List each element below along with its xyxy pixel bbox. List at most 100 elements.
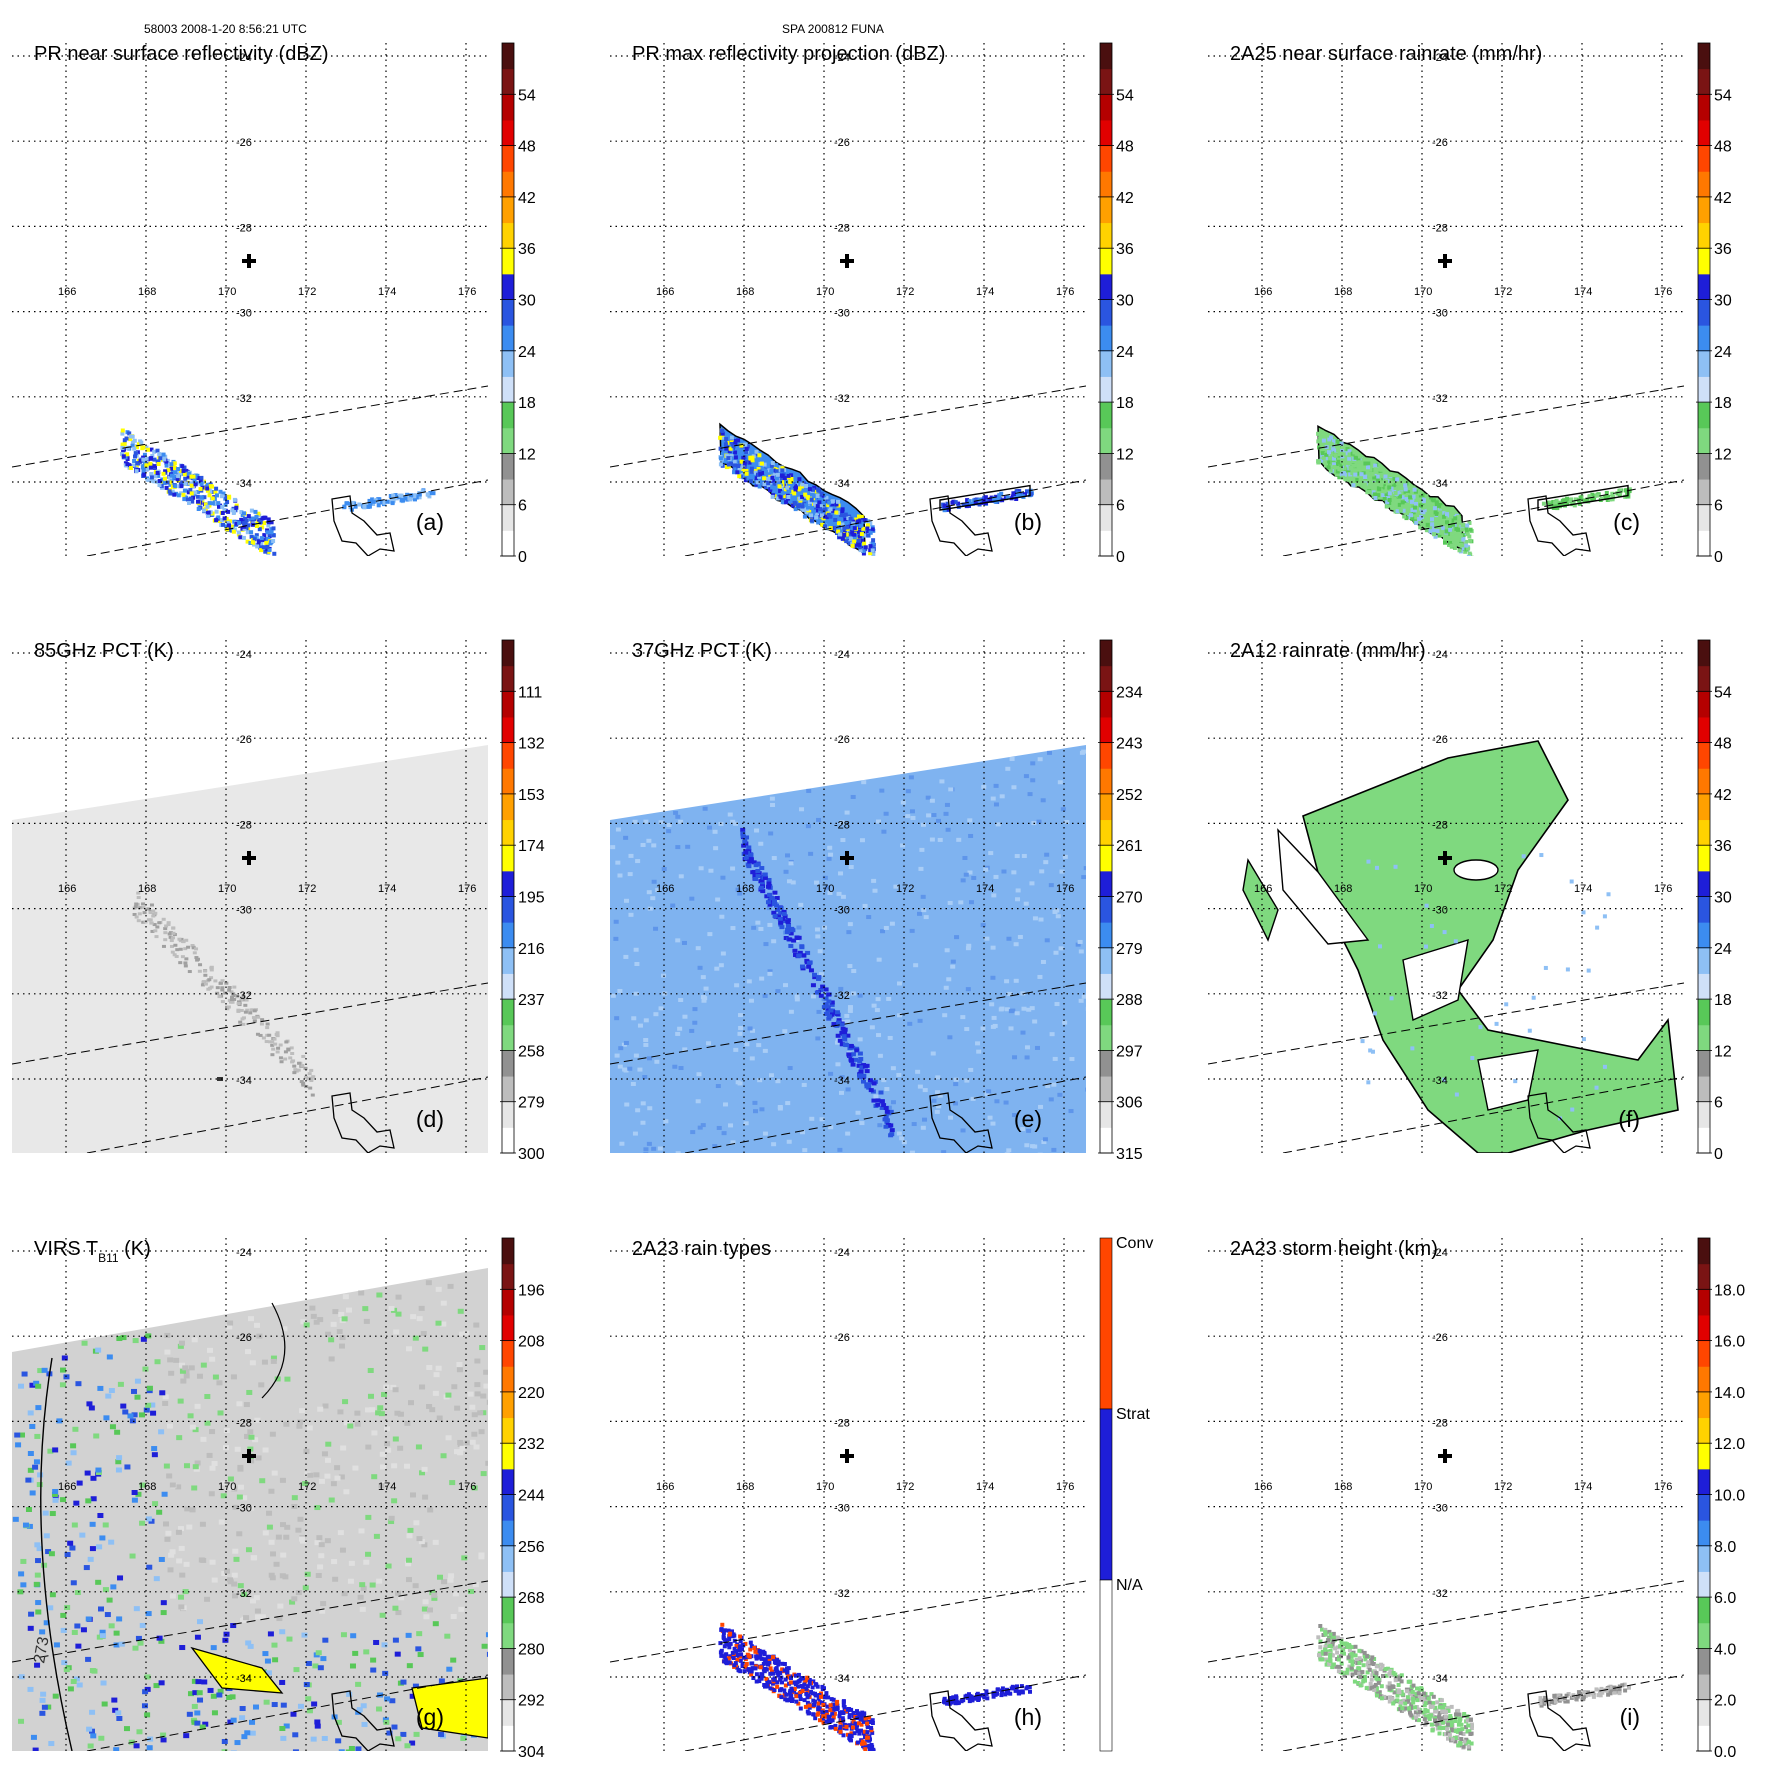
virs-pixel — [395, 1610, 402, 1616]
rain-pixel — [250, 516, 255, 521]
colorbar-segment — [502, 999, 514, 1026]
virs-pixel — [227, 1476, 234, 1482]
pct-pixel — [261, 1036, 266, 1040]
rain-pixel — [764, 1676, 769, 1681]
rain-pixel — [1337, 475, 1342, 480]
pct-pixel — [824, 1011, 830, 1016]
virs-pixel — [459, 1445, 466, 1451]
colorbar-segment — [502, 248, 514, 275]
rain-pixel — [226, 509, 231, 514]
colorbar-tick: 54 — [518, 87, 536, 104]
pct-pixel — [141, 920, 146, 924]
rain-pixel — [1467, 534, 1472, 539]
pct-pixel — [836, 1020, 842, 1025]
rain-pixel — [804, 510, 809, 515]
rain-pixel — [735, 470, 740, 475]
colorbar-segment — [502, 1289, 514, 1316]
rain-pixel — [1328, 1649, 1333, 1653]
virs-pixel — [436, 1415, 443, 1421]
rain-pixel — [1332, 439, 1336, 444]
pct-pixel — [756, 1043, 762, 1048]
virs-pixel — [392, 1436, 399, 1442]
virs-pixel — [348, 1745, 355, 1751]
rain-pixel — [413, 497, 417, 502]
rain-pixel — [1351, 483, 1356, 488]
virs-pixel — [196, 1619, 203, 1625]
virs-pixel — [160, 1600, 167, 1606]
virs-pixel — [449, 1480, 456, 1486]
panel-letter: (h) — [1014, 1704, 1042, 1730]
rain-pixel — [1456, 1708, 1461, 1713]
pct-pixel — [849, 1058, 855, 1063]
rain-pixel — [1464, 526, 1469, 531]
rain-pixel — [1324, 1657, 1328, 1662]
rain-pixel — [1013, 1685, 1018, 1690]
rain-pixel — [730, 1629, 734, 1634]
colorbar-segment — [502, 145, 514, 172]
pct-pixel — [953, 1077, 959, 1082]
virs-pixel — [34, 1662, 41, 1668]
rain-pixel — [1442, 511, 1447, 516]
virs-pixel — [52, 1447, 59, 1453]
rain-pixel — [757, 1655, 762, 1660]
rain-pixel — [1372, 475, 1377, 480]
rain-pixel — [805, 1684, 810, 1689]
pct-pixel — [283, 1057, 288, 1061]
rain-pixel — [1366, 859, 1371, 864]
pct-pixel — [232, 994, 237, 998]
colorbar-segment — [1100, 999, 1112, 1026]
rain-pixel — [744, 471, 749, 476]
pct-pixel — [184, 957, 189, 961]
rain-pixel — [765, 463, 770, 468]
rain-pixel — [266, 523, 271, 528]
rain-pixel — [855, 1728, 860, 1733]
pct-pixel — [884, 1087, 890, 1092]
pct-pixel — [935, 1090, 941, 1095]
rain-pixel — [799, 484, 804, 489]
virs-pixel — [20, 1558, 27, 1564]
virs-pixel — [262, 1530, 269, 1536]
colorbar-tick: 234 — [1116, 684, 1143, 701]
pct-pixel — [746, 979, 752, 984]
rain-pixel — [848, 1723, 853, 1728]
pct-pixel — [138, 906, 143, 910]
lon-label: 170 — [218, 1481, 236, 1493]
rain-pixel — [749, 1669, 754, 1674]
lon-label: 170 — [218, 883, 236, 895]
rain-pixel — [1404, 497, 1409, 502]
rain-pixel — [815, 1684, 820, 1689]
lat-label: -26 — [236, 734, 252, 746]
rain-pixel — [1432, 532, 1437, 537]
virs-pixel — [131, 1388, 138, 1394]
pct-pixel — [643, 1038, 649, 1043]
rain-pixel — [122, 438, 127, 443]
pct-pixel — [181, 940, 186, 944]
rain-pixel — [155, 448, 160, 453]
virs-pixel — [325, 1441, 332, 1447]
pct-pixel — [1040, 798, 1046, 803]
virs-pixel — [406, 1533, 413, 1539]
rain-pixel — [999, 1693, 1004, 1698]
pct-pixel — [727, 812, 733, 817]
rain-pixel — [1467, 551, 1472, 556]
rain-pixel — [1332, 456, 1336, 461]
rain-pixel — [1565, 496, 1570, 501]
pct-pixel — [743, 841, 749, 846]
rain-pixel — [741, 463, 746, 468]
virs-pixel — [21, 1371, 28, 1377]
rain-pixel — [778, 1671, 783, 1675]
rain-pixel — [1547, 505, 1552, 509]
rain-pixel — [762, 462, 767, 467]
pct-pixel — [864, 1069, 870, 1074]
virs-pixel — [447, 1283, 454, 1289]
rain-pixel — [1382, 489, 1387, 494]
pct-pixel — [171, 931, 176, 935]
virs-pixel — [416, 1536, 423, 1542]
pct-pixel — [283, 1050, 288, 1054]
pct-pixel — [876, 1033, 882, 1038]
virs-pixel — [37, 1368, 44, 1374]
pct-pixel — [751, 925, 757, 930]
pct-pixel — [810, 994, 816, 999]
pct-pixel — [1039, 869, 1045, 874]
